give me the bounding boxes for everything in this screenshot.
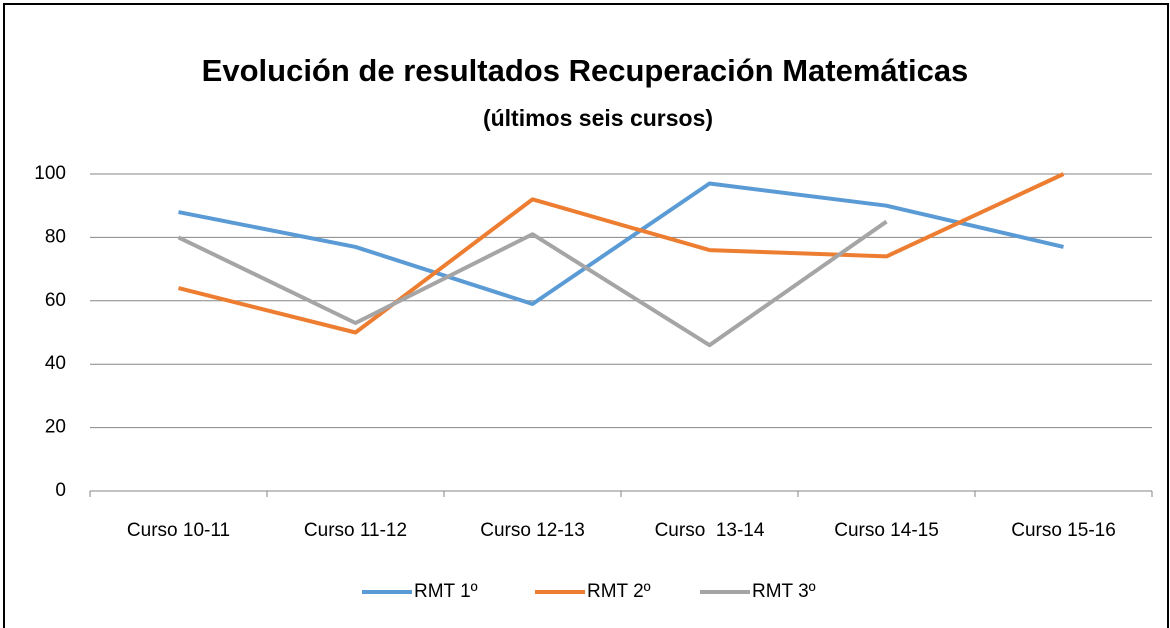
x-tick-label: Curso 15-16 (1011, 520, 1116, 541)
chart-frame (3, 3, 1169, 628)
series-line (178, 172, 1065, 335)
series-line (178, 181, 1064, 306)
y-tick-label: 0 (55, 480, 66, 501)
y-tick-label: 100 (34, 163, 66, 184)
y-tick-label: 40 (45, 353, 66, 374)
x-tick-label: Curso 10-11 (127, 520, 230, 541)
series-line (177, 219, 888, 348)
chart-subtitle: (últimos seis cursos) (483, 105, 713, 131)
legend-label: RMT 3º (752, 581, 816, 602)
chart-title: Evolución de resultados Recuperación Mat… (202, 53, 969, 88)
legend-label: RMT 1º (414, 581, 478, 602)
y-tick-label: 60 (45, 290, 66, 311)
x-tick-label: Curso 13-14 (655, 520, 765, 541)
x-tick-label: Curso 11-12 (304, 520, 407, 541)
y-tick-label: 80 (45, 226, 66, 247)
legend-label: RMT 2º (587, 581, 651, 602)
x-tick-label: Curso 14-15 (834, 520, 939, 541)
y-tick-label: 20 (45, 417, 66, 438)
x-tick-label: Curso 12-13 (480, 520, 585, 541)
